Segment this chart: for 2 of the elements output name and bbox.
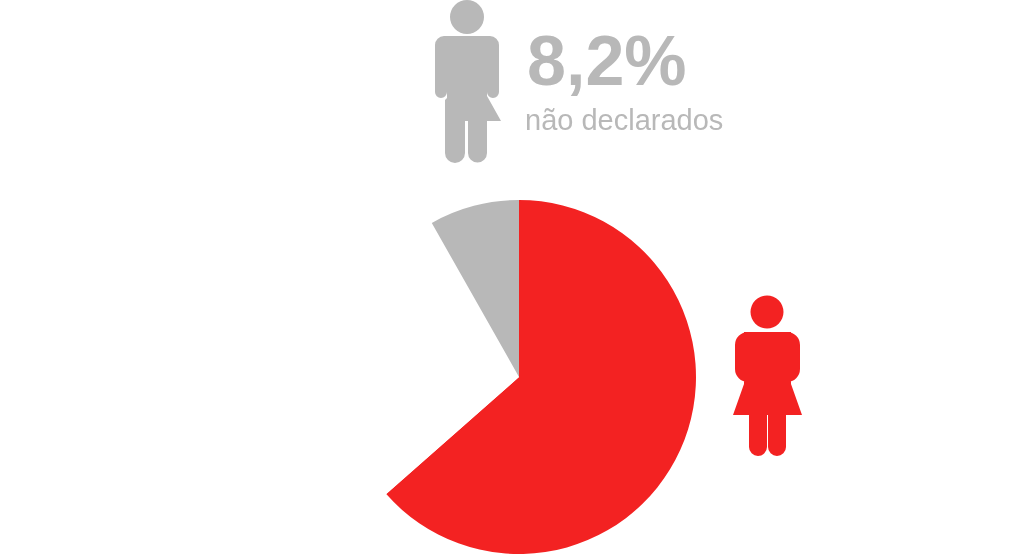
data-label: 8,2% — [527, 22, 687, 100]
slice-label: não declarados — [525, 104, 724, 136]
